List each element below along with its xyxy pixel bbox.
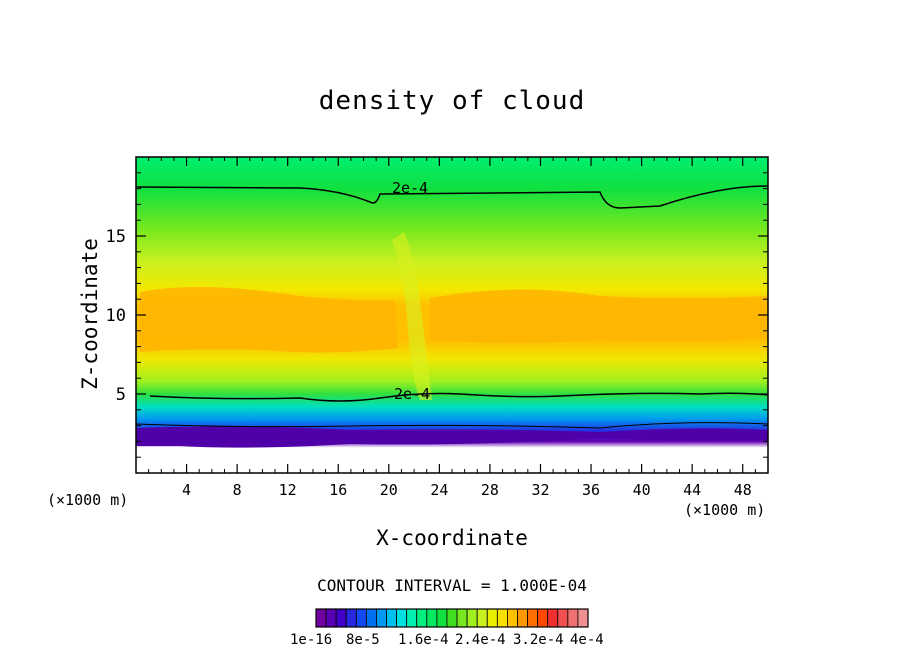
y-tick-label: 15	[106, 227, 126, 247]
colorbar-swatch	[496, 608, 508, 628]
colorbar-swatch	[355, 608, 367, 628]
colorbar-swatch	[547, 608, 559, 628]
colorbar-swatch	[325, 608, 337, 628]
y-tick-label: 10	[106, 306, 126, 326]
colorbar-swatch	[476, 608, 488, 628]
base-band	[136, 426, 768, 448]
x-tick-label: 28	[481, 481, 499, 499]
field-layer	[136, 157, 768, 473]
colorbar-swatch	[456, 608, 468, 628]
x-tick-label: 24	[430, 481, 448, 499]
colorbar-swatch	[416, 608, 428, 628]
colorbar-swatch	[446, 608, 458, 628]
colorbar-swatch	[557, 608, 569, 628]
colorbar-swatch	[507, 608, 518, 628]
colorbar-swatch	[376, 608, 387, 628]
x-tick-label: 4	[182, 481, 191, 499]
colorbar-swatch	[315, 608, 327, 628]
x-tick-label: 48	[734, 481, 752, 499]
x-tick-label: 36	[582, 481, 600, 499]
x-tick-label: 40	[633, 481, 651, 499]
colorbar-label: 1.6e-4	[398, 632, 449, 648]
contour-interval: CONTOUR INTERVAL = 1.000E-04	[317, 576, 587, 595]
contour-label: 2e-4	[392, 179, 428, 197]
chart-title: density of cloud	[318, 86, 586, 116]
colorbar-swatch	[335, 608, 347, 628]
x-tick-label: 16	[329, 481, 347, 499]
colorbar-swatch	[517, 608, 528, 628]
colorbar-label: 1e-16	[290, 632, 333, 648]
x-tick-label: 20	[380, 481, 398, 499]
x-unit-right: (×1000 m)	[684, 501, 766, 519]
contour-upper	[135, 185, 769, 209]
colorbar-frame	[315, 608, 589, 628]
y-axis-label: Z-coordinate	[78, 238, 102, 390]
colorbar-swatch	[577, 608, 589, 628]
downdraft-streak	[392, 232, 432, 400]
x-tick-label: 12	[279, 481, 297, 499]
contour-base	[135, 422, 769, 429]
colorbar-swatch	[406, 608, 418, 628]
x-tick-label: 32	[531, 481, 549, 499]
core-region-right	[430, 289, 768, 343]
colorbar-swatch	[567, 608, 579, 628]
colorbar-label: 3.2e-4	[513, 632, 564, 648]
colorbar-swatch	[426, 608, 438, 628]
contour-label: 2e-4	[394, 385, 430, 403]
colorbar-label: 4e-4	[570, 632, 604, 648]
colorbar-swatch	[436, 608, 448, 628]
x-tick-label: 8	[233, 481, 242, 499]
colorbar-label: 8e-5	[346, 632, 380, 648]
contour-lower	[149, 392, 769, 402]
contour-labels: 2e-4 2e-4	[392, 179, 430, 403]
x-unit-left: (×1000 m)	[47, 491, 129, 509]
colorbar-swatch	[486, 608, 498, 628]
x-axis-label: X-coordinate	[376, 526, 528, 550]
colorbar-swatch	[345, 608, 357, 628]
y-tick-label: 5	[116, 385, 126, 405]
colorbar-swatch	[386, 608, 397, 628]
colorbar-swatch	[365, 608, 377, 628]
colorbar-swatch	[527, 608, 539, 628]
core-region-left	[140, 286, 398, 353]
colorbar-swatch	[466, 608, 478, 628]
colorbar-swatch	[537, 608, 549, 628]
colorbar-swatch	[396, 608, 408, 628]
x-tick-label: 44	[683, 481, 701, 499]
colorbar-label: 2.4e-4	[455, 632, 506, 648]
colorbar	[315, 608, 589, 628]
